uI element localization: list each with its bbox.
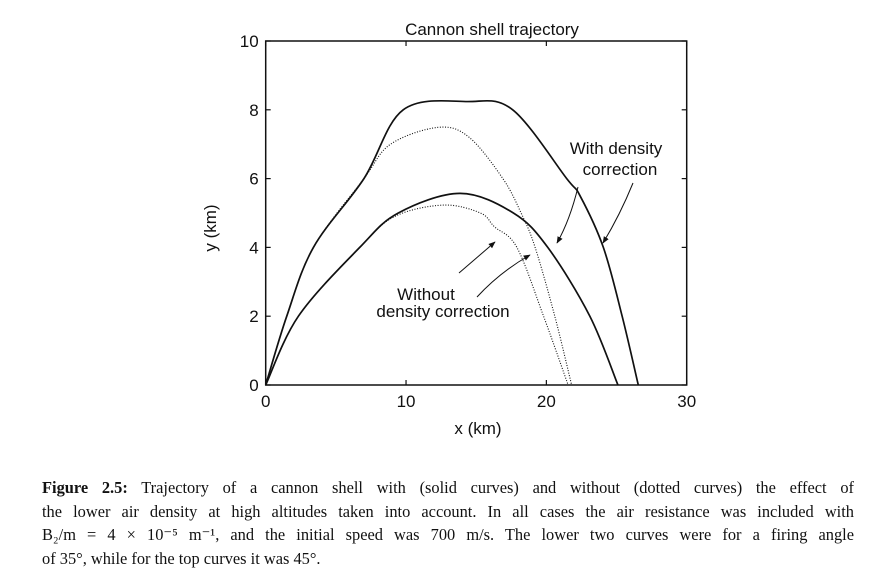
trajectory-dotted-45deg	[265, 126, 573, 386]
arrow-with-outer	[602, 182, 634, 244]
arrow-without-outer	[476, 254, 531, 298]
x-tick-label: 30	[677, 392, 696, 411]
trajectory-solid-35deg	[264, 192, 619, 386]
trajectory-dotted-35deg	[265, 204, 569, 386]
x-tick-label: 0	[261, 392, 270, 411]
caption-line-2: the lower air density at high altitudes …	[42, 501, 854, 521]
y-tick-label: 2	[249, 307, 258, 326]
annotation-without-line2: density correction	[376, 302, 509, 321]
y-tick-label: 4	[249, 238, 258, 257]
caption-line-1: Figure 2.5: Trajectory of a cannon shell…	[42, 476, 854, 500]
figure-caption: Figure 2.5: Trajectory of a cannon shell…	[42, 476, 854, 570]
y-tick-label: 0	[249, 376, 258, 395]
annotation-without-line1: Without	[397, 285, 455, 304]
y-tick-label: 6	[249, 170, 258, 189]
trajectory-chart: Cannon shell trajectory 0 10 20 30 0 2 4 6 8 10 x…	[201, 20, 696, 438]
chart-title: Cannon shell trajectory	[405, 20, 579, 39]
x-tick-label: 10	[397, 392, 416, 411]
caption-label: Figure 2.5:	[42, 478, 128, 497]
x-axis-label: x (km)	[454, 419, 501, 438]
caption-line-4: of 35°, while for the top curves it was …	[42, 548, 321, 568]
caption-line-3: B₂/m = 4 × 10⁻⁵ m⁻¹, and the initial spe…	[42, 525, 854, 544]
annotation-with-line1: With density	[570, 139, 663, 158]
arrow-with-inner	[556, 186, 579, 244]
y-axis-label: y (km)	[201, 204, 220, 251]
caption-line-1-text: Trajectory of a cannon shell with (solid…	[127, 478, 854, 497]
annotation-with-line2: correction	[583, 160, 658, 179]
y-tick-label: 8	[249, 101, 258, 120]
x-tick-label: 20	[537, 392, 556, 411]
y-tick-label: 10	[240, 32, 259, 51]
plot-frame	[264, 40, 688, 386]
arrow-without-inner	[458, 241, 496, 274]
